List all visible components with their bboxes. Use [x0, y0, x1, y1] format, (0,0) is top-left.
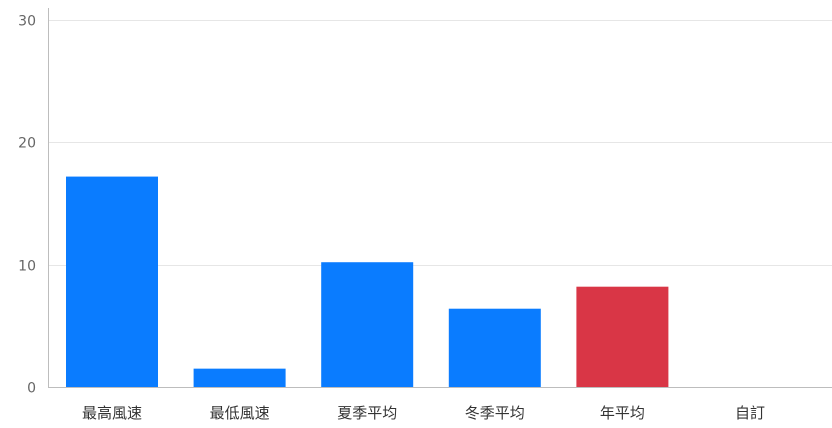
y-axis-ticks: 0 10 20 30 [18, 14, 36, 397]
x-category-label-2: 最低風速 [210, 404, 270, 422]
gridlines [48, 20, 832, 266]
bars [66, 176, 669, 387]
bar-5 [576, 286, 669, 387]
y-tick-label-10: 10 [18, 259, 36, 275]
y-tick-label-20: 20 [18, 136, 36, 152]
x-axis-labels: 最高風速 最低風速 夏季平均 冬季平均 年平均 自訂 [82, 404, 765, 422]
x-category-label-3: 夏季平均 [337, 404, 397, 422]
bar-1 [66, 176, 158, 387]
bar-3 [321, 262, 414, 387]
y-tick-label-0: 0 [27, 381, 36, 397]
x-category-label-1: 最高風速 [82, 404, 142, 422]
x-category-label-4: 冬季平均 [465, 404, 525, 422]
bar-4 [448, 308, 541, 387]
x-category-label-5: 年平均 [600, 404, 645, 422]
y-tick-label-30: 30 [18, 14, 36, 30]
x-category-label-6: 自訂 [735, 404, 765, 422]
bar-2 [193, 368, 286, 387]
